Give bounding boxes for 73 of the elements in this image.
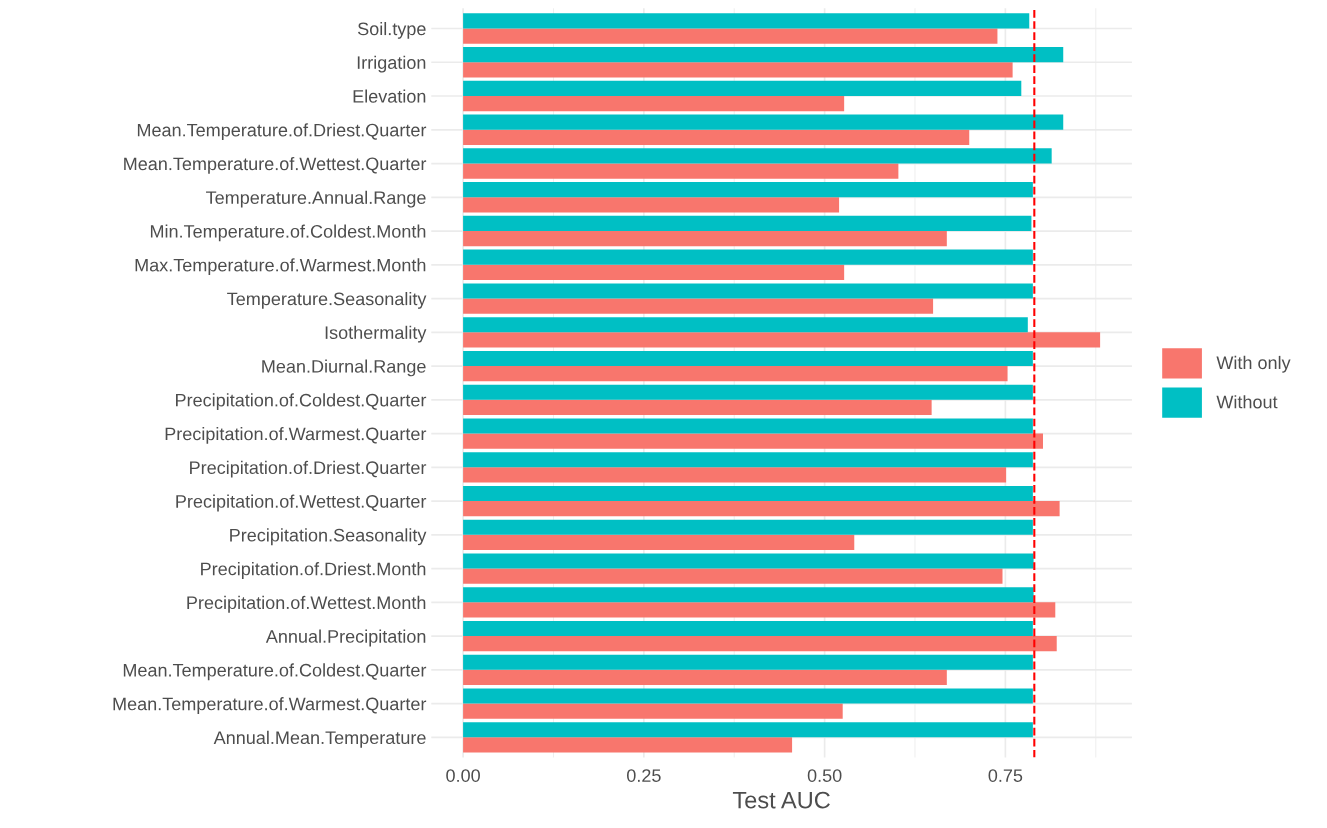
- x-tick-label: 0.00: [446, 769, 480, 782]
- y-tick-label: Temperature.Annual.Range: [206, 190, 426, 208]
- x-tick-label: 0.50: [807, 769, 842, 782]
- bar: [463, 62, 1013, 78]
- y-tick-label: Mean.Diurnal.Range: [262, 359, 426, 377]
- bar: [463, 182, 1033, 198]
- bar: [463, 467, 1007, 483]
- bar: [463, 13, 1030, 29]
- y-tick-label: Precipitation.of.Coldest.Quarter: [176, 393, 427, 411]
- bar: [463, 332, 1101, 348]
- bar: [463, 620, 1033, 637]
- legend-label: With only: [1216, 355, 1291, 373]
- bar: [463, 602, 1056, 618]
- y-tick-label: Precipitation.of.Driest.Month: [201, 562, 426, 579]
- bar: [463, 28, 998, 44]
- bar: [463, 433, 1043, 449]
- y-tick-label: Irrigation: [357, 55, 426, 73]
- y-tick-label: Mean.Temperature.of.Coldest.Quarter: [123, 663, 427, 681]
- y-tick-label: Isothermality: [325, 325, 427, 343]
- y-tick-label: Precipitation.of.Warmest.Quarter: [165, 427, 427, 444]
- y-tick-label: Min.Temperature.of.Coldest.Month: [150, 224, 426, 242]
- bar: [463, 231, 947, 247]
- legend-label: Without: [1216, 395, 1278, 409]
- y-tick-label: Annual.Mean.Temperature: [213, 730, 426, 748]
- x-axis-title: Test AUC: [732, 791, 830, 809]
- bar: [463, 114, 1064, 130]
- bar: [463, 737, 793, 753]
- bar: [463, 654, 1033, 670]
- bar: [463, 636, 1057, 652]
- bar: [463, 47, 1064, 63]
- y-tick-label: Precipitation.of.Wettest.Quarter: [176, 494, 427, 512]
- bar: [463, 249, 1033, 265]
- bar: [463, 80, 1022, 97]
- y-tick-label: Soil.type: [357, 21, 426, 39]
- bar: [463, 148, 1052, 164]
- x-tick-label: 0.25: [626, 769, 661, 782]
- y-tick-label: Precipitation.Seasonality: [230, 528, 427, 546]
- bar: [463, 283, 1033, 299]
- bar: [463, 485, 1033, 502]
- bar: [463, 399, 932, 416]
- bar: [463, 298, 934, 314]
- y-tick-label: Elevation: [353, 89, 426, 103]
- bar: [463, 197, 840, 213]
- bar: [463, 163, 899, 179]
- bar: [463, 501, 1060, 517]
- bar: [463, 669, 947, 686]
- y-tick-label: Precipitation.of.Driest.Quarter: [190, 460, 427, 478]
- bar: [463, 534, 855, 551]
- bar: [463, 96, 845, 112]
- bar: [463, 215, 1032, 232]
- bar: [463, 452, 1033, 468]
- bar: [463, 129, 970, 145]
- bar: [463, 317, 1028, 333]
- bar: [463, 366, 1008, 382]
- y-tick-label: Mean.Temperature.of.Warmest.Quarter: [113, 697, 427, 714]
- bar: [463, 519, 1033, 535]
- y-tick-label: Precipitation.of.Wettest.Month: [187, 595, 426, 613]
- bar: [463, 418, 1033, 434]
- x-tick-label: 0.75: [988, 769, 1023, 782]
- y-tick-label: Mean.Temperature.of.Driest.Quarter: [137, 123, 427, 141]
- y-tick-label: Annual.Precipitation: [265, 629, 426, 647]
- bar: [463, 688, 1033, 704]
- bar: [463, 264, 845, 280]
- y-tick-label: Mean.Temperature.of.Wettest.Quarter: [124, 157, 427, 174]
- bar: [463, 568, 1003, 584]
- bar: [463, 703, 843, 719]
- bar: [463, 587, 1034, 603]
- bar: [463, 384, 1033, 400]
- bar: [463, 350, 1033, 367]
- bar: [463, 553, 1034, 569]
- y-tick-label: Max.Temperature.of.Warmest.Month: [135, 258, 426, 276]
- bar: [463, 722, 1033, 738]
- y-tick-label: Temperature.Seasonality: [227, 292, 427, 309]
